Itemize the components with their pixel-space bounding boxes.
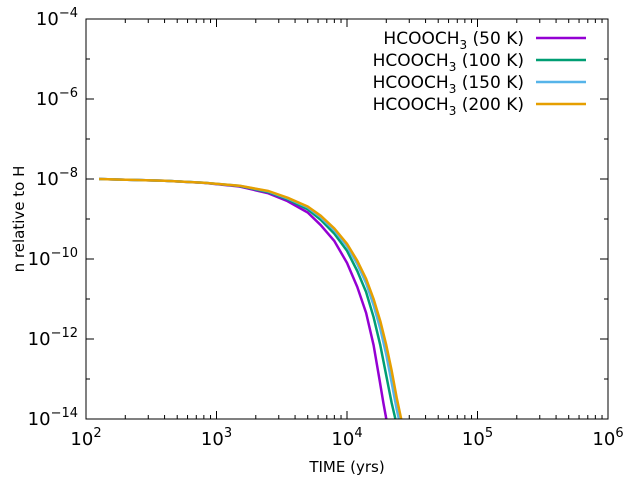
x-tick-label: 106 [592, 426, 623, 450]
series-group [99, 177, 403, 419]
series-line [99, 177, 388, 419]
x-tick-label: 102 [70, 426, 101, 450]
legend: HCOOCH3 (50 K)HCOOCH3 (100 K)HCOOCH3 (15… [373, 29, 586, 118]
y-tick-label: 10−14 [28, 406, 78, 430]
y-tick-label: 10−10 [28, 246, 78, 270]
series-line [99, 177, 401, 419]
legend-label: HCOOCH3 (50 K) [383, 29, 524, 52]
axis-ticks [85, 18, 609, 420]
legend-label: HCOOCH3 (150 K) [373, 73, 524, 96]
y-tick-label: 10−6 [36, 86, 78, 110]
series-line [99, 177, 403, 419]
x-tick-label: 105 [462, 426, 493, 450]
y-tick-label: 10−8 [36, 166, 78, 190]
tick-labels: 102 103 104 105 106 10−14 10−12 10−10 10−8 10−6 10… [28, 6, 624, 450]
x-tick-label: 103 [201, 426, 232, 450]
series-line [99, 177, 397, 419]
y-tick-label: 10−4 [36, 6, 78, 30]
plot-frame [85, 18, 609, 420]
x-tick-label: 104 [331, 426, 362, 450]
x-axis-title: TIME (yrs) [308, 458, 384, 476]
y-tick-label: 10−12 [28, 326, 78, 350]
legend-label: HCOOCH3 (100 K) [373, 51, 524, 74]
legend-label: HCOOCH3 (200 K) [373, 95, 524, 118]
y-axis-title: n relative to H [10, 166, 28, 273]
